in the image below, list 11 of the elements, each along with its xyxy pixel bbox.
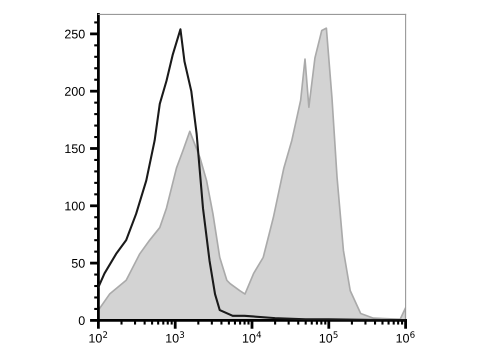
y-tick-label: 250	[64, 30, 85, 39]
y-tick-label: 100	[65, 202, 85, 210]
y-tick-label: 150	[65, 144, 85, 154]
x-tick-label: 10$^{4}$	[242, 331, 262, 343]
x-tick-label: 10$^{6}$	[396, 331, 415, 343]
y-tick-label: 0	[78, 316, 85, 326]
y-tick-label: 50	[72, 258, 85, 268]
x-tick-label: 10$^{2}$	[89, 331, 108, 343]
x-tick-label: 10$^{5}$	[320, 331, 338, 343]
x-tick-label: 10$^{3}$	[166, 331, 184, 343]
y-tick-label: 200	[64, 86, 85, 96]
